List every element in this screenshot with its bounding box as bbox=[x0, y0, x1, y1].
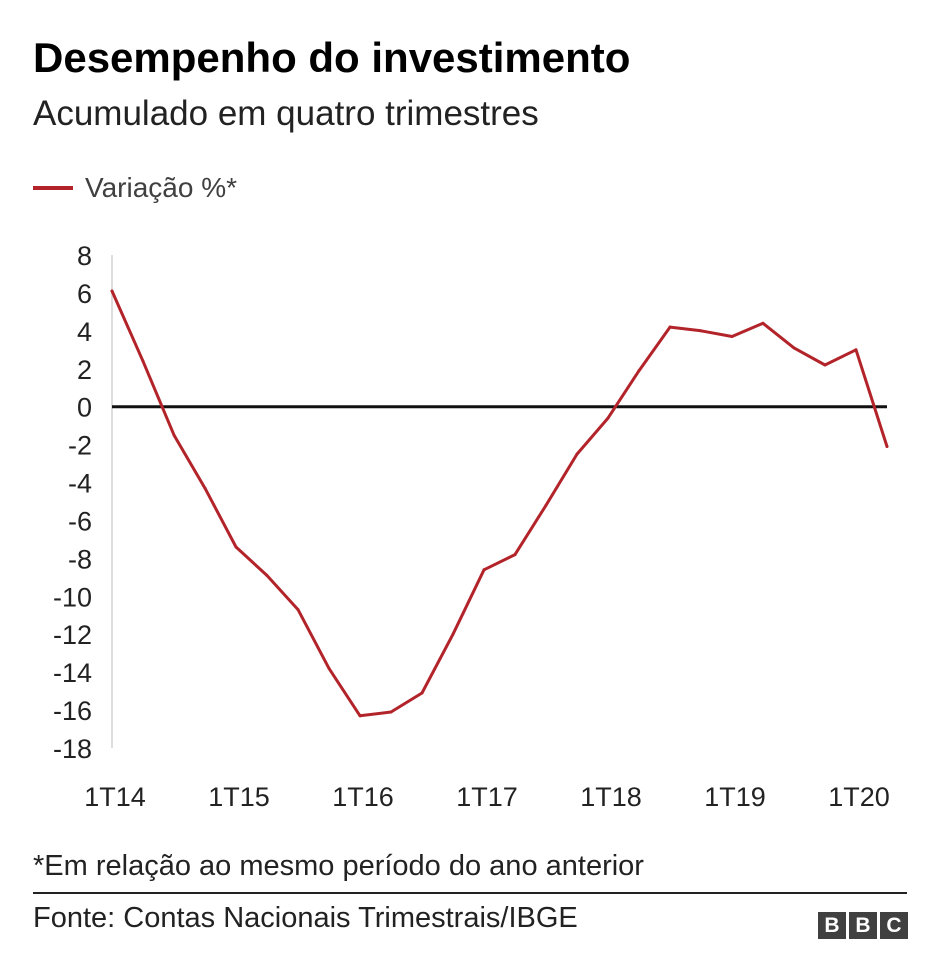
y-tick-label: 6 bbox=[77, 279, 92, 309]
chart-subtitle: Acumulado em quatro trimestres bbox=[33, 94, 539, 133]
bbc-logo: B B C bbox=[818, 912, 908, 939]
data-point bbox=[792, 346, 796, 350]
data-point bbox=[544, 503, 548, 507]
data-point bbox=[203, 486, 207, 490]
data-point bbox=[761, 321, 765, 325]
data-point bbox=[482, 568, 486, 572]
y-tick-label: 2 bbox=[77, 355, 92, 385]
y-tick-label: 4 bbox=[77, 317, 92, 347]
data-point bbox=[699, 329, 703, 333]
x-tick-label: 1T17 bbox=[456, 782, 518, 812]
x-axis: 1T14 1T15 1T16 1T17 1T18 1T19 1T20 bbox=[84, 782, 890, 812]
data-point bbox=[451, 632, 455, 636]
y-tick-label: -2 bbox=[68, 431, 92, 461]
x-tick-label: 1T16 bbox=[332, 782, 394, 812]
y-tick-label: -16 bbox=[53, 696, 92, 726]
data-point bbox=[110, 289, 114, 293]
logo-letter: C bbox=[880, 912, 908, 939]
footnote: *Em relação ao mesmo período do ano ante… bbox=[33, 850, 644, 882]
data-point bbox=[606, 416, 610, 420]
x-tick-label: 1T18 bbox=[580, 782, 642, 812]
data-point bbox=[854, 348, 858, 352]
data-point bbox=[327, 666, 331, 670]
data-point bbox=[296, 608, 300, 612]
legend-label: Variação %* bbox=[85, 172, 238, 203]
y-tick-label: -12 bbox=[53, 620, 92, 650]
data-point bbox=[420, 691, 424, 695]
legend: Variação %* bbox=[33, 170, 237, 206]
data-point bbox=[730, 335, 734, 339]
data-point bbox=[141, 359, 145, 363]
data-point bbox=[389, 710, 393, 714]
data-point bbox=[513, 553, 517, 557]
data-point bbox=[265, 573, 269, 577]
data-point bbox=[637, 369, 641, 373]
y-tick-label: 0 bbox=[77, 393, 92, 423]
legend-swatch bbox=[33, 186, 73, 190]
y-tick-label: -8 bbox=[68, 544, 92, 574]
data-point bbox=[823, 363, 827, 367]
y-tick-label: -10 bbox=[53, 582, 92, 612]
series-group bbox=[110, 289, 889, 718]
source-note: Fonte: Contas Nacionais Trimestrais/IBGE bbox=[33, 902, 578, 934]
x-tick-label: 1T20 bbox=[828, 782, 890, 812]
y-tick-label: -18 bbox=[53, 734, 92, 764]
y-tick-label: -4 bbox=[68, 469, 92, 499]
data-point bbox=[358, 714, 362, 718]
logo-letter: B bbox=[818, 912, 846, 939]
y-tick-label: -6 bbox=[68, 506, 92, 536]
logo-letter: B bbox=[849, 912, 877, 939]
y-axis: 8 6 4 2 0 -2 -4 -6 -8 -10 -12 -14 -16 -18 bbox=[53, 241, 113, 764]
data-point bbox=[234, 545, 238, 549]
series-line bbox=[110, 289, 889, 718]
x-tick-label: 1T19 bbox=[704, 782, 766, 812]
data-point bbox=[885, 445, 889, 449]
y-tick-label: 8 bbox=[77, 241, 92, 271]
chart-title: Desempenho do investimento bbox=[33, 34, 631, 81]
data-point bbox=[668, 325, 672, 329]
data-point bbox=[575, 452, 579, 456]
data-point bbox=[172, 433, 176, 437]
x-tick-label: 1T14 bbox=[84, 782, 146, 812]
footer-divider bbox=[33, 892, 907, 894]
x-tick-label: 1T15 bbox=[208, 782, 270, 812]
y-tick-label: -14 bbox=[53, 658, 92, 688]
